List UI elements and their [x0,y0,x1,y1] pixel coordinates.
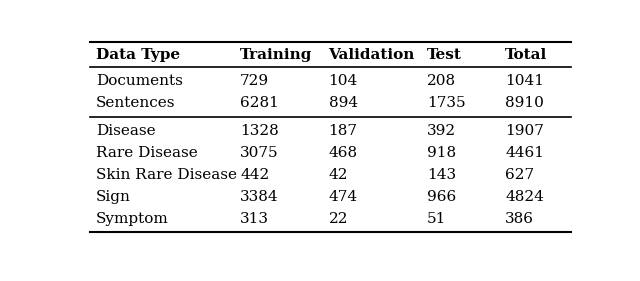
Text: 143: 143 [427,168,456,182]
Text: 4461: 4461 [506,146,544,160]
Text: 729: 729 [240,74,269,88]
Text: 187: 187 [328,124,358,138]
Text: 42: 42 [328,168,348,182]
Text: 104: 104 [328,74,358,88]
Text: 918: 918 [427,146,456,160]
Text: 966: 966 [427,190,456,204]
Text: Sentences: Sentences [96,96,175,110]
Text: Documents: Documents [96,74,183,88]
Text: 313: 313 [240,212,269,226]
Text: Disease: Disease [96,124,156,138]
Text: 3075: 3075 [240,146,279,160]
Text: 386: 386 [506,212,534,226]
Text: Rare Disease: Rare Disease [96,146,198,160]
Text: 8910: 8910 [506,96,544,110]
Text: Sign: Sign [96,190,131,204]
Text: 1735: 1735 [427,96,465,110]
Text: Test: Test [427,47,461,62]
Text: 894: 894 [328,96,358,110]
Text: Data Type: Data Type [96,47,180,62]
Text: 1041: 1041 [506,74,544,88]
Text: 1328: 1328 [240,124,279,138]
Text: 468: 468 [328,146,358,160]
Text: Training: Training [240,47,312,62]
Text: Skin Rare Disease: Skin Rare Disease [96,168,237,182]
Text: 51: 51 [427,212,446,226]
Text: 208: 208 [427,74,456,88]
Text: 4824: 4824 [506,190,544,204]
Text: 392: 392 [427,124,456,138]
Text: Symptom: Symptom [96,212,168,226]
Text: 6281: 6281 [240,96,279,110]
Text: 627: 627 [506,168,534,182]
Text: 3384: 3384 [240,190,279,204]
Text: Total: Total [506,47,548,62]
Text: 22: 22 [328,212,348,226]
Text: 474: 474 [328,190,358,204]
Text: 1907: 1907 [506,124,544,138]
Text: 442: 442 [240,168,269,182]
Text: Validation: Validation [328,47,415,62]
